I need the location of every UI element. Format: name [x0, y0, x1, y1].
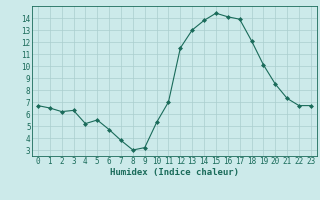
X-axis label: Humidex (Indice chaleur): Humidex (Indice chaleur)	[110, 168, 239, 177]
